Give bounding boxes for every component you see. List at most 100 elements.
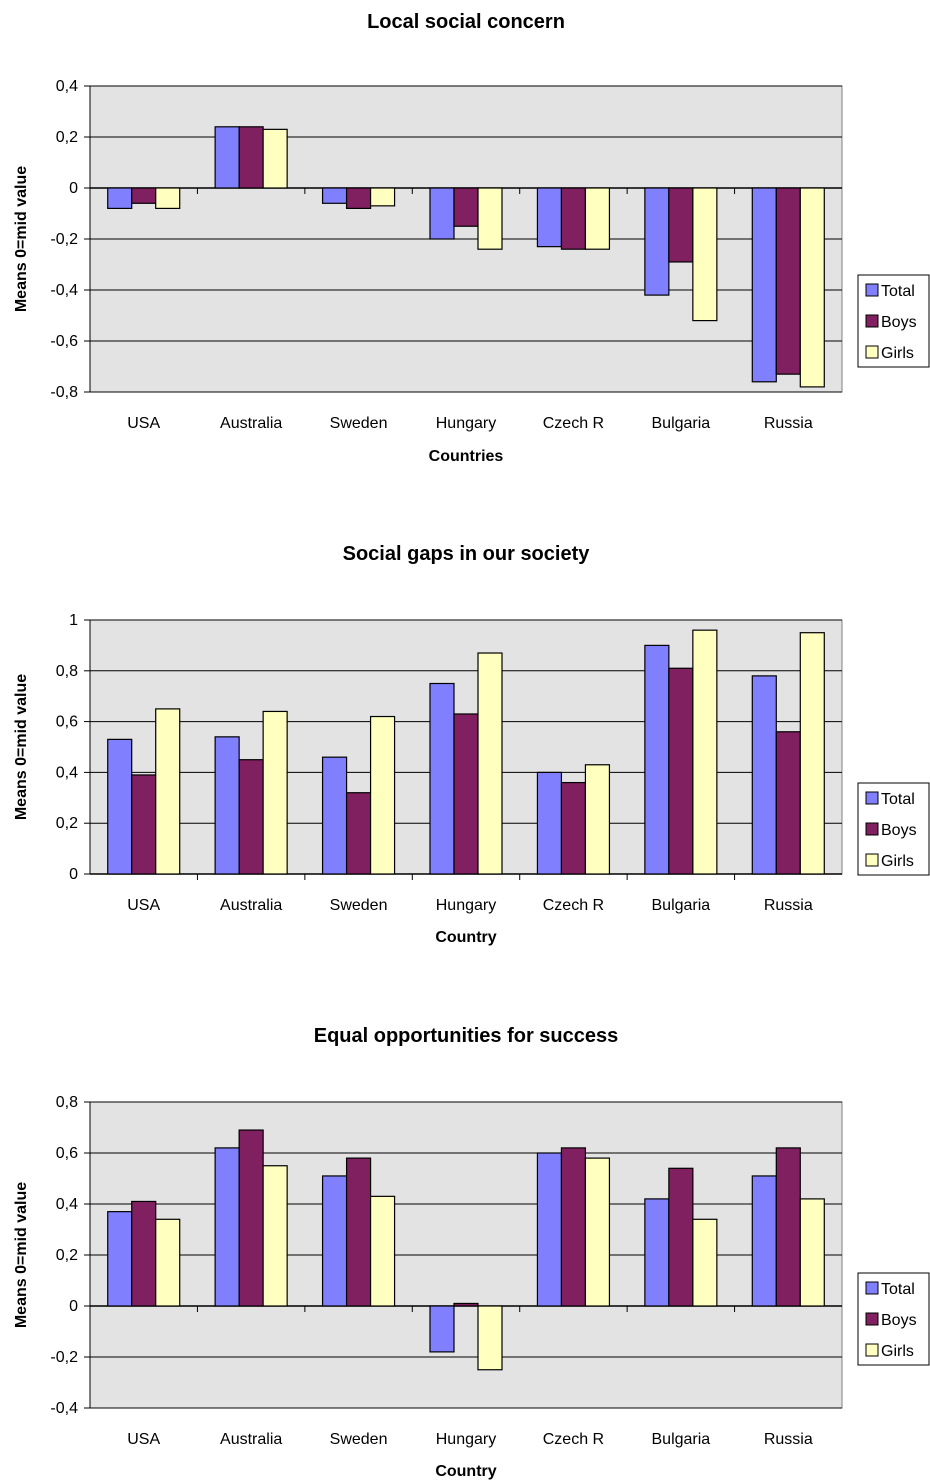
x-tick-label: Australia [220,897,282,914]
y-tick-label: -0,2 [50,231,78,248]
bar-boys-sweden [345,792,372,875]
bar-girls-sweden [369,1195,396,1307]
y-tick-label: 0,6 [56,1145,78,1162]
bar-girls-sweden [369,187,396,207]
bar-total-czech-r [536,187,563,248]
bar-total-hungary [429,187,455,240]
x-tick-label: Hungary [436,897,496,914]
y-tick-label: -0,4 [50,1400,78,1417]
bar-girls-russia [799,187,825,388]
y-tick-label: 0,4 [56,1196,78,1213]
bar-boys-russia [775,731,801,875]
legend-swatch-girls [865,853,879,867]
x-tick-label: Bulgaria [652,415,711,432]
bar-girls-czech-r [584,1157,611,1307]
x-tick-label: Russia [764,415,813,432]
y-tick-label: 0,2 [56,815,78,832]
bar-girls-hungary [477,652,503,875]
legend-swatch-total [865,791,879,805]
legend-swatch-boys [865,822,879,836]
y-tick-label: 0 [69,866,78,883]
x-axis-title: Country [435,1463,496,1480]
legend-swatch-total [865,1281,879,1295]
bar-girls-australia [262,128,288,189]
bar-girls-hungary [477,1305,503,1371]
bar-total-czech-r [536,1152,563,1307]
bar-girls-usa [155,187,181,209]
y-tick-label: 0,2 [56,1247,78,1264]
bar-boys-hungary [453,1302,479,1307]
legend-label-boys: Boys [881,822,917,839]
bar-boys-czech-r [560,781,587,875]
bar-girls-usa [155,708,181,875]
bar-girls-australia [262,710,288,875]
legend-swatch-girls [865,345,879,359]
bar-boys-bulgaria [668,187,694,263]
y-tick-label: -0,4 [50,282,78,299]
x-axis-title: Country [435,929,496,946]
legend-label-girls: Girls [881,853,914,870]
chart-title: Social gaps in our society [343,543,591,565]
y-tick-label: -0,6 [50,333,78,350]
bar-girls-czech-r [584,764,611,875]
legend-swatch-boys [865,1312,879,1326]
bar-girls-bulgaria [692,1218,718,1307]
x-tick-label: Sweden [330,1431,388,1448]
bar-boys-usa [131,774,157,875]
bar-boys-bulgaria [668,1167,694,1307]
bar-boys-czech-r [560,1147,587,1307]
bar-total-usa [107,738,133,875]
x-axis-title: Countries [429,448,504,465]
bar-boys-australia [238,759,264,875]
y-axis-title: Means 0=mid value [13,674,30,820]
x-tick-label: Sweden [330,897,388,914]
y-axis-title: Means 0=mid value [13,1182,30,1328]
chart-1: Local social concern 0,4 0,2 0 -0,2 -0,4 -0,6 -… [13,11,930,465]
legend-label-girls: Girls [881,345,914,362]
x-tick-label: Australia [220,415,282,432]
y-tick-label: 0,8 [56,663,78,680]
legend-label-boys: Boys [881,314,917,331]
bar-total-russia [751,187,777,383]
bar-girls-bulgaria [692,629,718,875]
y-axis-title: Means 0=mid value [13,166,30,312]
bar-boys-australia [238,1129,264,1307]
bar-total-czech-r [536,771,563,875]
x-tick-label: Czech R [543,415,604,432]
x-tick-label: Russia [764,1431,813,1448]
bar-total-hungary [429,682,455,875]
bar-boys-hungary [453,187,479,227]
chart-title: Equal opportunities for success [314,1025,619,1047]
bar-boys-czech-r [560,187,587,250]
legend-label-girls: Girls [881,1343,914,1360]
bar-total-bulgaria [644,187,670,296]
bar-boys-usa [131,187,157,204]
bar-girls-sweden [369,715,396,875]
bar-total-bulgaria [644,1198,670,1307]
bar-total-bulgaria [644,644,670,875]
bar-girls-hungary [477,187,503,250]
x-tick-label: Bulgaria [652,1431,711,1448]
bar-total-sweden [321,187,348,204]
x-tick-label: USA [127,415,160,432]
bar-total-australia [214,126,240,189]
bar-girls-russia [799,1198,825,1307]
bar-total-sweden [321,1175,348,1307]
x-tick-label: USA [127,1431,160,1448]
bar-total-australia [214,736,240,875]
bar-girls-australia [262,1165,288,1307]
y-tick-label: -0,2 [50,1349,78,1366]
x-tick-label: Sweden [330,415,388,432]
bar-boys-sweden [345,187,372,209]
bar-boys-russia [775,1147,801,1307]
bar-boys-bulgaria [668,667,694,875]
bar-girls-usa [155,1218,181,1307]
y-tick-label: 0 [69,1298,78,1315]
legend-label-total: Total [881,1281,915,1298]
y-tick-label: 1 [69,612,78,629]
y-tick-label: 0,6 [56,714,78,731]
chart-3: Equal opportunities for success 0,8 0,6 0,4… [13,1025,930,1480]
bar-total-usa [107,1211,133,1307]
x-tick-label: Russia [764,897,813,914]
